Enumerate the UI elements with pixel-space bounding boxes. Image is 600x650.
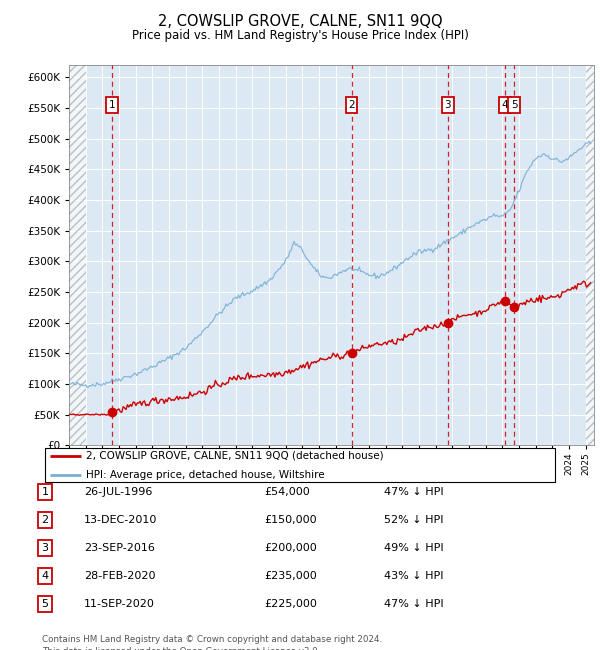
- Text: 3: 3: [41, 543, 49, 553]
- Text: 49% ↓ HPI: 49% ↓ HPI: [384, 543, 443, 553]
- Text: 52% ↓ HPI: 52% ↓ HPI: [384, 515, 443, 525]
- Text: 4: 4: [41, 571, 49, 581]
- Text: 2: 2: [41, 515, 49, 525]
- Text: 5: 5: [41, 599, 49, 609]
- Text: Price paid vs. HM Land Registry's House Price Index (HPI): Price paid vs. HM Land Registry's House …: [131, 29, 469, 42]
- Bar: [69, 65, 86, 445]
- Text: 11-SEP-2020: 11-SEP-2020: [84, 599, 155, 609]
- Text: 28-FEB-2020: 28-FEB-2020: [84, 571, 155, 581]
- Text: £150,000: £150,000: [264, 515, 317, 525]
- Text: 5: 5: [511, 100, 517, 110]
- Text: £235,000: £235,000: [264, 571, 317, 581]
- Text: 2, COWSLIP GROVE, CALNE, SN11 9QQ: 2, COWSLIP GROVE, CALNE, SN11 9QQ: [158, 14, 442, 29]
- Text: 13-DEC-2010: 13-DEC-2010: [84, 515, 157, 525]
- Text: 47% ↓ HPI: 47% ↓ HPI: [384, 599, 443, 609]
- Text: 43% ↓ HPI: 43% ↓ HPI: [384, 571, 443, 581]
- Text: 23-SEP-2016: 23-SEP-2016: [84, 543, 155, 553]
- FancyBboxPatch shape: [44, 448, 556, 482]
- Text: Contains HM Land Registry data © Crown copyright and database right 2024.
This d: Contains HM Land Registry data © Crown c…: [42, 635, 382, 650]
- Text: 1: 1: [109, 100, 115, 110]
- Text: 3: 3: [445, 100, 451, 110]
- Text: 2: 2: [348, 100, 355, 110]
- Text: £54,000: £54,000: [264, 487, 310, 497]
- Bar: [586, 65, 596, 445]
- Text: £225,000: £225,000: [264, 599, 317, 609]
- Text: £200,000: £200,000: [264, 543, 317, 553]
- Text: HPI: Average price, detached house, Wiltshire: HPI: Average price, detached house, Wilt…: [86, 470, 325, 480]
- Text: 1: 1: [41, 487, 49, 497]
- Text: 4: 4: [502, 100, 508, 110]
- Text: 47% ↓ HPI: 47% ↓ HPI: [384, 487, 443, 497]
- Text: 26-JUL-1996: 26-JUL-1996: [84, 487, 152, 497]
- Text: 2, COWSLIP GROVE, CALNE, SN11 9QQ (detached house): 2, COWSLIP GROVE, CALNE, SN11 9QQ (detac…: [86, 451, 383, 461]
